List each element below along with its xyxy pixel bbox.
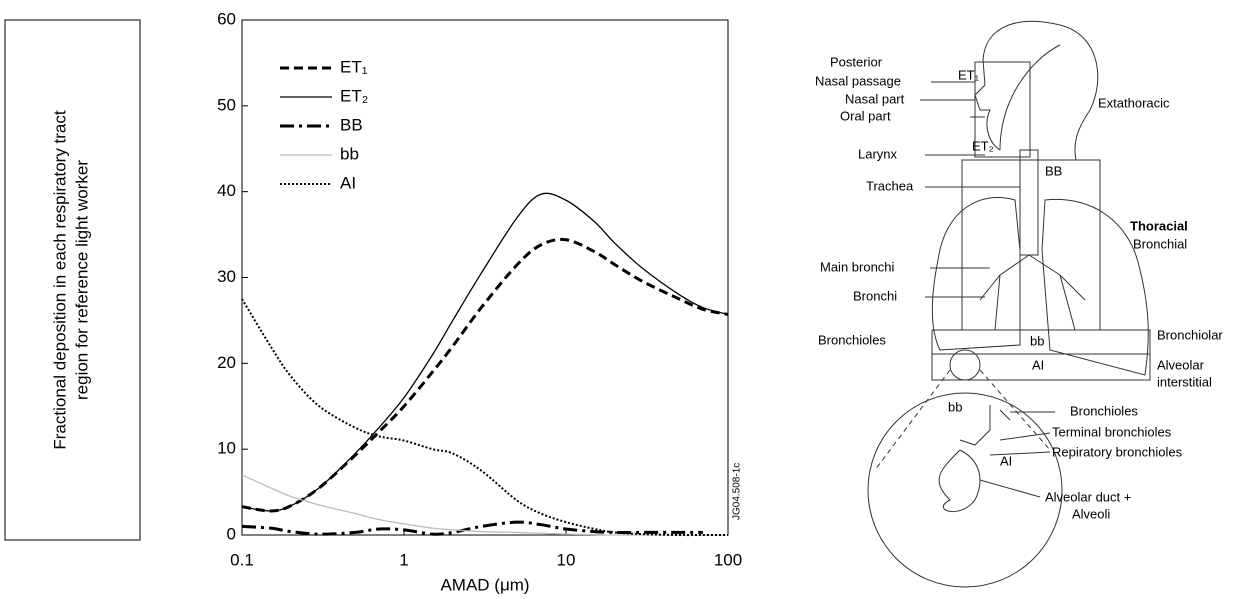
y-tick-label: 10 (217, 439, 236, 458)
x-tick-label: 100 (714, 550, 742, 569)
label: Trachea (866, 178, 914, 193)
legend-label: bb (340, 144, 359, 163)
legend-label: AI (340, 173, 356, 192)
label: Main bronchi (820, 259, 895, 274)
label: Thoracial (1130, 218, 1188, 233)
x-tick-label: 0.1 (230, 550, 254, 569)
y-tick-label: 40 (217, 181, 236, 200)
label: Nasal passage (815, 73, 901, 88)
annotation: JG04.508-1c (732, 463, 743, 520)
legend-label: BB (340, 115, 363, 134)
zoom-source (949, 349, 981, 381)
label: Nasal part (845, 91, 905, 106)
zoom-lines (874, 369, 1051, 471)
y-tick-label: 30 (217, 267, 236, 286)
head-inner (999, 44, 1061, 151)
trachea (1019, 149, 1039, 256)
legend-label: ET₁ (340, 57, 368, 76)
et-box (974, 61, 1031, 158)
ai-layer (931, 353, 1151, 381)
plot: 0 10 20 30 40 50 60 0.1 1 10 100 ET₁ ET₂ BB bb AI (217, 9, 742, 569)
left-lung (931, 197, 1021, 351)
series-line (241, 520, 703, 536)
region-label: bb (1030, 333, 1044, 348)
x-axis-label: AMAD (μm) (440, 575, 529, 594)
label: Bronchial (1133, 236, 1187, 251)
label: Larynx (858, 146, 898, 161)
y-axis-label: Fractional deposition in each respirator… (50, 110, 69, 449)
label: Posterior (830, 54, 883, 69)
series-line (241, 192, 729, 512)
region-label: ET₁ (958, 67, 980, 82)
y-tick-label: 0 (227, 524, 236, 543)
label: Bronchiolar (1157, 327, 1223, 342)
region-label: bb (948, 399, 962, 414)
zoom-circle (867, 392, 1063, 588)
region-label: BB (1045, 163, 1062, 178)
label: Extathoracic (1098, 95, 1170, 110)
y-tick-label: 20 (217, 353, 236, 372)
series-line (241, 237, 729, 513)
y-axis-label: region for reference light worker (72, 160, 91, 400)
label: Bronchi (853, 288, 897, 303)
label: Alveolar duct + (1045, 489, 1131, 504)
label: Repiratory bronchioles (1052, 444, 1183, 459)
y-tick-label: 50 (217, 95, 236, 114)
label: Bronchioles (818, 332, 886, 347)
region-label: ET₂ (972, 138, 994, 153)
head-outline (974, 20, 1099, 161)
label: interstitial (1157, 374, 1212, 389)
bb-box (961, 159, 1101, 331)
diagram: Posterior Nasal passage Nasal part Oral … (815, 20, 1223, 588)
right-lung (1041, 198, 1149, 376)
region-label: AI (1000, 453, 1012, 468)
label: Alveolar (1157, 357, 1205, 372)
leader-lines (920, 81, 1150, 498)
label: Bronchioles (1070, 403, 1138, 418)
region-label: AI (1032, 357, 1044, 372)
alveoli-sketch (938, 405, 1011, 513)
x-tick-label: 1 (399, 550, 408, 569)
y-tick-label: 60 (217, 9, 236, 28)
series-line (241, 298, 728, 537)
label: Alveoli (1072, 506, 1110, 521)
label: Terminal bronchioles (1052, 424, 1172, 439)
x-tick-label: 10 (557, 550, 576, 569)
legend-label: ET₂ (340, 86, 368, 105)
bronchi (979, 254, 1086, 331)
ylabel-box (4, 19, 141, 541)
label: Oral part (840, 108, 891, 123)
